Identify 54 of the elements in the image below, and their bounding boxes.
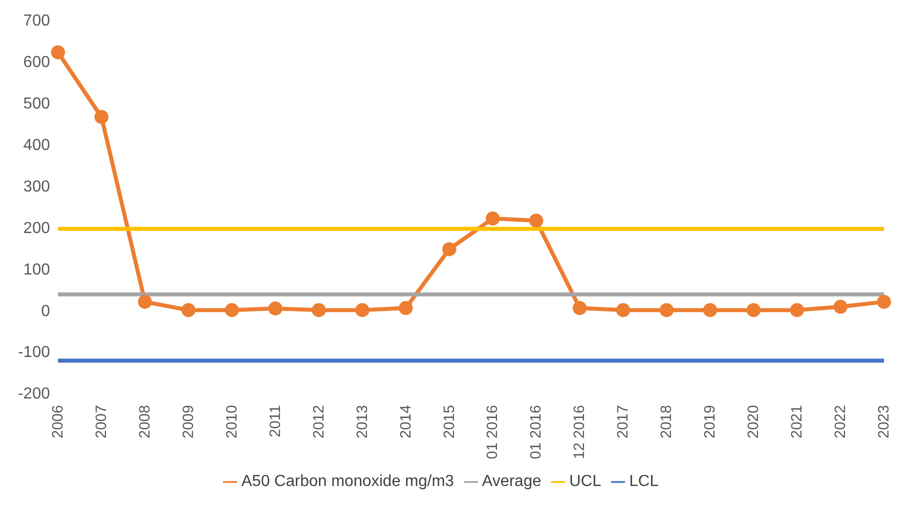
- point: [224, 303, 239, 318]
- x-tick-label: 2009: [180, 405, 197, 438]
- x-tick-label: 2020: [745, 405, 762, 438]
- legend-label: A50 Carbon monoxide mg/m3: [241, 473, 454, 490]
- point: [268, 301, 282, 316]
- point: [529, 214, 544, 228]
- y-tick-label: -100: [18, 344, 50, 362]
- point: [877, 294, 891, 309]
- x-tick-label: 2007: [92, 405, 110, 438]
- point: [572, 301, 587, 316]
- point: [790, 303, 804, 318]
- point: [442, 242, 456, 256]
- point: [94, 110, 108, 124]
- y-tick-label: 700: [23, 12, 50, 30]
- y-tick-label: 500: [23, 96, 50, 113]
- point: [746, 303, 761, 318]
- x-tick-label: 2019: [702, 405, 719, 438]
- legend-label: Average: [482, 473, 542, 490]
- point: [660, 303, 674, 318]
- y-tick-label: 0: [41, 302, 50, 320]
- x-tick-label: 2018: [658, 405, 676, 438]
- y-tick-label: 600: [23, 54, 50, 72]
- y-tick-label: 100: [23, 261, 50, 278]
- x-tick-label: 2022: [832, 405, 850, 438]
- x-tick-label: 2011: [266, 405, 284, 438]
- x-tick-label: 2008: [136, 405, 154, 438]
- y-tick-label: 200: [23, 220, 50, 237]
- x-tick-label: 2021: [788, 405, 806, 438]
- x-tick-label: 2006: [50, 405, 66, 438]
- point: [181, 303, 196, 318]
- x-tick-label: 2015: [440, 405, 458, 438]
- y-tick-label: -200: [18, 386, 50, 403]
- x-tick-label: 2023: [876, 405, 892, 438]
- x-tick-label: 2014: [397, 405, 414, 438]
- point: [312, 303, 326, 318]
- legend-label: LCL: [629, 473, 659, 490]
- point: [616, 303, 630, 318]
- legend-label: UCL: [569, 473, 602, 490]
- x-tick-label: 2010: [223, 405, 240, 438]
- y-tick-label: 400: [23, 137, 50, 154]
- x-tick-label: 2012: [310, 405, 328, 438]
- y-tick-label: 300: [23, 178, 50, 196]
- x-tick-label: 2017: [614, 405, 632, 438]
- x-tick-label: 01 2016: [484, 405, 502, 460]
- x-tick-label: 2013: [354, 405, 371, 438]
- point: [834, 300, 848, 314]
- point: [355, 303, 370, 318]
- point: [138, 294, 152, 309]
- x-tick-label: 01 2016: [528, 405, 545, 460]
- point: [51, 45, 65, 60]
- x-tick-label: 12 2016: [571, 405, 588, 460]
- point: [486, 212, 500, 226]
- point: [703, 303, 718, 318]
- point: [398, 301, 413, 316]
